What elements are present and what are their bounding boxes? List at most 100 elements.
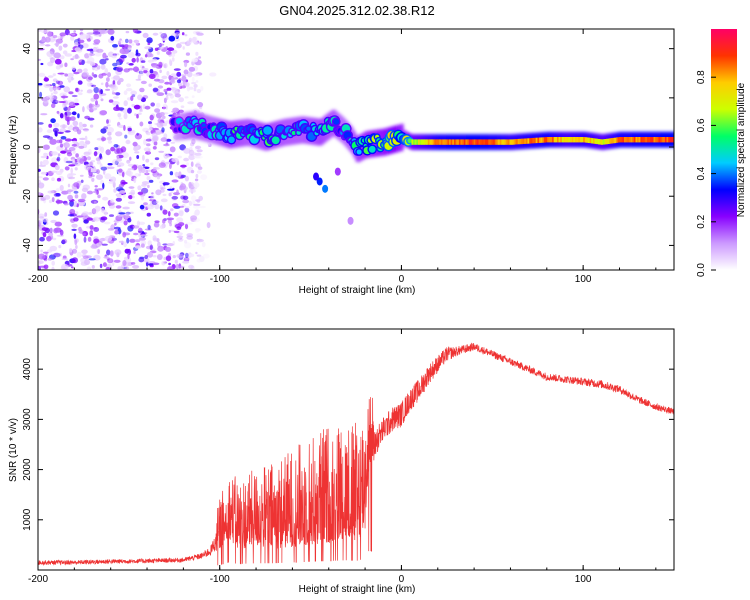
noise-blob — [69, 200, 74, 207]
noise-blob — [73, 129, 77, 132]
noise-blob — [109, 250, 114, 257]
noise-blob — [49, 138, 57, 145]
noise-blob — [52, 78, 58, 82]
noise-blob — [97, 194, 101, 199]
colorbar-label: Normalized spectral amplitude — [736, 82, 747, 217]
ridge-mark — [640, 137, 643, 143]
noise-blob — [59, 139, 63, 144]
noise-blob — [138, 112, 142, 115]
noise-blob — [164, 246, 172, 252]
noise-blob — [78, 125, 84, 131]
noise-blob — [52, 237, 57, 241]
noise-blob — [86, 156, 91, 161]
noise-blob — [57, 80, 64, 86]
noise-blob — [166, 217, 175, 221]
ridge-mark — [453, 139, 456, 145]
noise-blob — [193, 84, 198, 88]
noise-blob — [107, 258, 114, 264]
noise-blob — [128, 192, 135, 195]
noise-blob — [191, 95, 195, 98]
noise-blob — [136, 113, 139, 119]
noise-blob — [98, 73, 104, 79]
noise-blob — [186, 233, 193, 237]
noise-blob — [38, 122, 44, 125]
noise-blob — [123, 124, 126, 131]
noise-blob — [154, 157, 160, 161]
noise-blob — [182, 46, 185, 50]
noise-blob — [101, 243, 108, 246]
spectrogram-marks — [38, 29, 674, 270]
ridge-mark — [602, 139, 605, 145]
ridge-mark — [458, 139, 461, 145]
noise-blob — [83, 68, 88, 73]
noise-blob — [54, 130, 58, 137]
noise-blob — [142, 164, 146, 167]
noise-blob — [129, 238, 136, 243]
noise-blob — [115, 205, 122, 209]
noise-blob — [82, 128, 90, 132]
noise-blob — [139, 121, 144, 127]
noise-blob — [164, 81, 170, 85]
noise-blob — [118, 57, 125, 63]
ridge-mark — [575, 137, 577, 143]
noise-blob — [51, 177, 55, 181]
ridge-mark — [589, 137, 592, 144]
noise-blob — [170, 191, 174, 194]
noise-blob — [168, 262, 172, 266]
noise-blob — [67, 72, 74, 78]
ridge-mark — [512, 139, 515, 145]
noise-blob — [73, 217, 79, 222]
noise-blob — [137, 227, 143, 234]
noise-blob — [150, 194, 155, 201]
noise-blob — [176, 79, 182, 84]
noise-blob — [138, 257, 145, 263]
ridge-mark — [460, 139, 463, 145]
noise-blob — [61, 190, 69, 195]
noise-blob — [59, 184, 64, 192]
noise-blob — [139, 70, 144, 77]
noise-blob — [96, 65, 101, 70]
noise-blob — [92, 46, 98, 53]
noise-blob — [85, 33, 90, 40]
noise-blob — [57, 72, 65, 75]
noise-blob — [56, 170, 63, 176]
noise-blob — [176, 94, 180, 98]
noise-blob — [133, 145, 139, 152]
noise-blob — [180, 74, 187, 77]
noise-blob — [66, 116, 70, 122]
noise-blob — [148, 83, 152, 87]
noise-blob — [92, 31, 101, 35]
y-tick-label: 3000 — [22, 408, 33, 431]
ridge-mark — [493, 139, 496, 145]
noise-blob — [79, 29, 84, 32]
noise-blob — [67, 214, 75, 217]
noise-blob — [122, 206, 130, 210]
noise-blob — [147, 184, 150, 189]
noise-blob — [135, 78, 142, 81]
ridge-mark — [465, 139, 468, 145]
noise-blob — [114, 222, 117, 226]
noise-blob — [75, 87, 79, 92]
noise-blob — [171, 203, 179, 208]
snr-panel: -200 -100 0 100 1000 2000 3000 4000 Height of … — [8, 328, 675, 595]
noise-blob — [46, 95, 54, 99]
noise-blob — [77, 198, 86, 203]
noise-blob — [168, 35, 176, 42]
noise-blob — [156, 254, 163, 260]
noise-blob — [44, 36, 51, 43]
ridge-mark — [596, 138, 599, 145]
noise-blob — [108, 201, 116, 206]
ridge-mark — [581, 137, 584, 143]
noise-blob — [68, 176, 76, 180]
noise-blob — [143, 202, 148, 206]
ridge-mark — [414, 139, 417, 145]
noise-blob — [97, 145, 102, 151]
noise-blob — [51, 157, 58, 163]
noise-blob — [182, 199, 190, 204]
noise-blob — [71, 257, 78, 264]
noise-blob — [137, 191, 144, 195]
noise-blob — [72, 55, 80, 60]
ridge-mark — [444, 139, 447, 145]
noise-blob — [99, 110, 107, 116]
